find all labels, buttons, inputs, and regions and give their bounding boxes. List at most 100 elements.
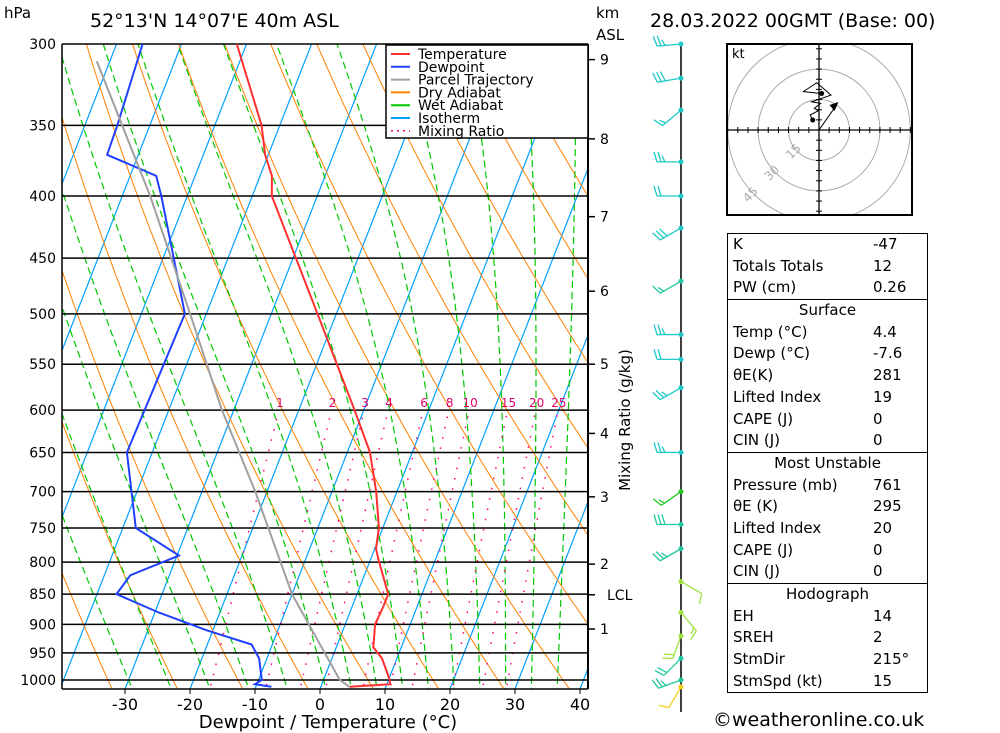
wind-barb-feather xyxy=(655,678,663,688)
wind-barb-feather xyxy=(656,71,662,82)
stat-row: Lifted Index 20 xyxy=(728,518,927,540)
wind-barb-feather xyxy=(655,390,665,399)
location-title: 52°13'N 14°07'E 40m ASL xyxy=(90,10,339,32)
temperature-tick-label: 40 xyxy=(570,695,590,714)
stat-label: EH xyxy=(733,606,754,625)
wind-barb-feather xyxy=(663,653,675,656)
copyright: ©weatheronline.co.uk xyxy=(713,709,925,731)
wind-level-dot xyxy=(678,159,684,165)
sounding-series xyxy=(95,44,392,688)
mixing-ratio-label: 25 xyxy=(551,396,566,410)
stat-label: CIN (J) xyxy=(733,431,781,450)
temperature-tick-label: -20 xyxy=(177,695,203,714)
wind-barb-feather xyxy=(652,392,661,401)
wind-profile xyxy=(651,35,703,712)
wind-barb-feather xyxy=(661,552,668,558)
wind-barb-feather xyxy=(653,119,663,127)
pressure-tick-label: 300 xyxy=(29,37,56,53)
most-unstable-block: Most Unstable Pressure (mb) 761 θE (K) 295 Li… xyxy=(728,453,927,584)
legend-label: Parcel Trajectory xyxy=(418,73,534,89)
stat-row: EH 14 xyxy=(728,606,927,628)
wind-barb-feather xyxy=(661,328,666,335)
dry-adiabat-line xyxy=(224,44,570,689)
wet-adiabat-line xyxy=(401,44,481,689)
x-axis-label: Dewpoint / Temperature (°C) xyxy=(199,712,457,733)
wet-adiabat-line xyxy=(137,44,353,689)
mixing-ratio-line xyxy=(451,410,509,689)
wind-barb-feather xyxy=(658,499,665,504)
wind-barb-feather xyxy=(690,627,695,635)
wind-barb-feather xyxy=(661,391,668,397)
pressure-tick-label: 400 xyxy=(29,189,56,205)
wet-adiabat-line xyxy=(275,44,429,689)
background-lines xyxy=(62,26,1000,706)
pressure-tick-label: 500 xyxy=(29,307,56,323)
wind-level-dot xyxy=(678,521,684,527)
wind-barb-feather xyxy=(659,228,668,237)
stats-table: K -47 Totals Totals 12 PW (cm) 0.26 Surface… xyxy=(727,233,928,694)
isobars xyxy=(62,43,588,681)
dewpoint-line xyxy=(105,44,272,688)
wind-barb-feather xyxy=(653,514,658,525)
wind-level-dot xyxy=(678,385,684,391)
stat-row: CIN (J) 0 xyxy=(728,561,927,583)
stat-value: 20 xyxy=(873,518,893,537)
dry-adiabat-line xyxy=(177,44,505,689)
wind-barb-feather xyxy=(657,442,662,453)
wind-barb-feather xyxy=(690,630,697,640)
stat-value: 12 xyxy=(873,256,893,275)
wind-barb-feather xyxy=(653,349,658,360)
pressure-tick-label: 550 xyxy=(29,357,56,373)
mixing-ratio-label: 10 xyxy=(463,396,478,410)
wet-adiabat-line xyxy=(62,55,288,689)
pressure-tick-label: 450 xyxy=(29,251,56,267)
wet-adiabat-line xyxy=(556,44,577,689)
stat-value: 2 xyxy=(873,628,883,647)
dry-adiabat-line xyxy=(362,44,588,450)
km-tick-label: 2 xyxy=(600,557,609,573)
wind-level-dot xyxy=(678,579,684,585)
stat-label: Temp (°C) xyxy=(733,322,808,341)
wind-barb-feather xyxy=(661,514,666,525)
mixing-ratio-label: 1 xyxy=(276,396,284,410)
section-title: Surface xyxy=(798,301,857,320)
isotherm-line xyxy=(62,44,313,686)
stat-label: Lifted Index xyxy=(733,518,822,537)
stat-value: 0 xyxy=(873,562,883,581)
mixing-ratio-label: 3 xyxy=(361,396,369,410)
wind-barb-feather xyxy=(662,657,673,660)
wind-barb-feather xyxy=(653,151,658,163)
wind-level-dot xyxy=(678,677,684,683)
stat-row: θE(K) 281 xyxy=(728,365,927,387)
section-title: Hodograph xyxy=(785,585,870,603)
isotherm-line xyxy=(319,44,573,689)
wind-barb-feather xyxy=(653,442,658,453)
wind-level-dot xyxy=(678,609,684,615)
pressure-tick-label: 750 xyxy=(29,521,56,537)
pressure-tick-label: 850 xyxy=(29,587,56,603)
isotherm-line xyxy=(62,44,183,353)
dry-adiabat-line xyxy=(994,26,1000,706)
wind-barb-feather xyxy=(653,324,658,335)
dry-adiabat-line xyxy=(270,44,588,626)
hodograph-endpoint xyxy=(819,90,825,96)
temperature-tick-label: -30 xyxy=(112,695,138,714)
dry-adiabat-line xyxy=(85,44,374,689)
stat-label: Pressure (mb) xyxy=(733,475,838,494)
wind-barb-feather xyxy=(655,230,665,239)
dry-adiabat-line xyxy=(62,268,244,689)
mixing-ratio-line xyxy=(411,410,470,689)
stat-value: 4.4 xyxy=(873,322,897,341)
stat-value: 0 xyxy=(873,409,883,428)
wind-barb-feather xyxy=(654,669,665,676)
stat-row: Lifted Index 19 xyxy=(728,387,927,409)
pressure-tick-label: 600 xyxy=(29,403,56,419)
wind-barb-feather xyxy=(657,349,662,360)
wind-barb-feather xyxy=(652,498,662,506)
stat-label: CAPE (J) xyxy=(733,409,794,428)
wind-barb-feather xyxy=(652,553,661,562)
wind-level-dot xyxy=(678,107,684,113)
